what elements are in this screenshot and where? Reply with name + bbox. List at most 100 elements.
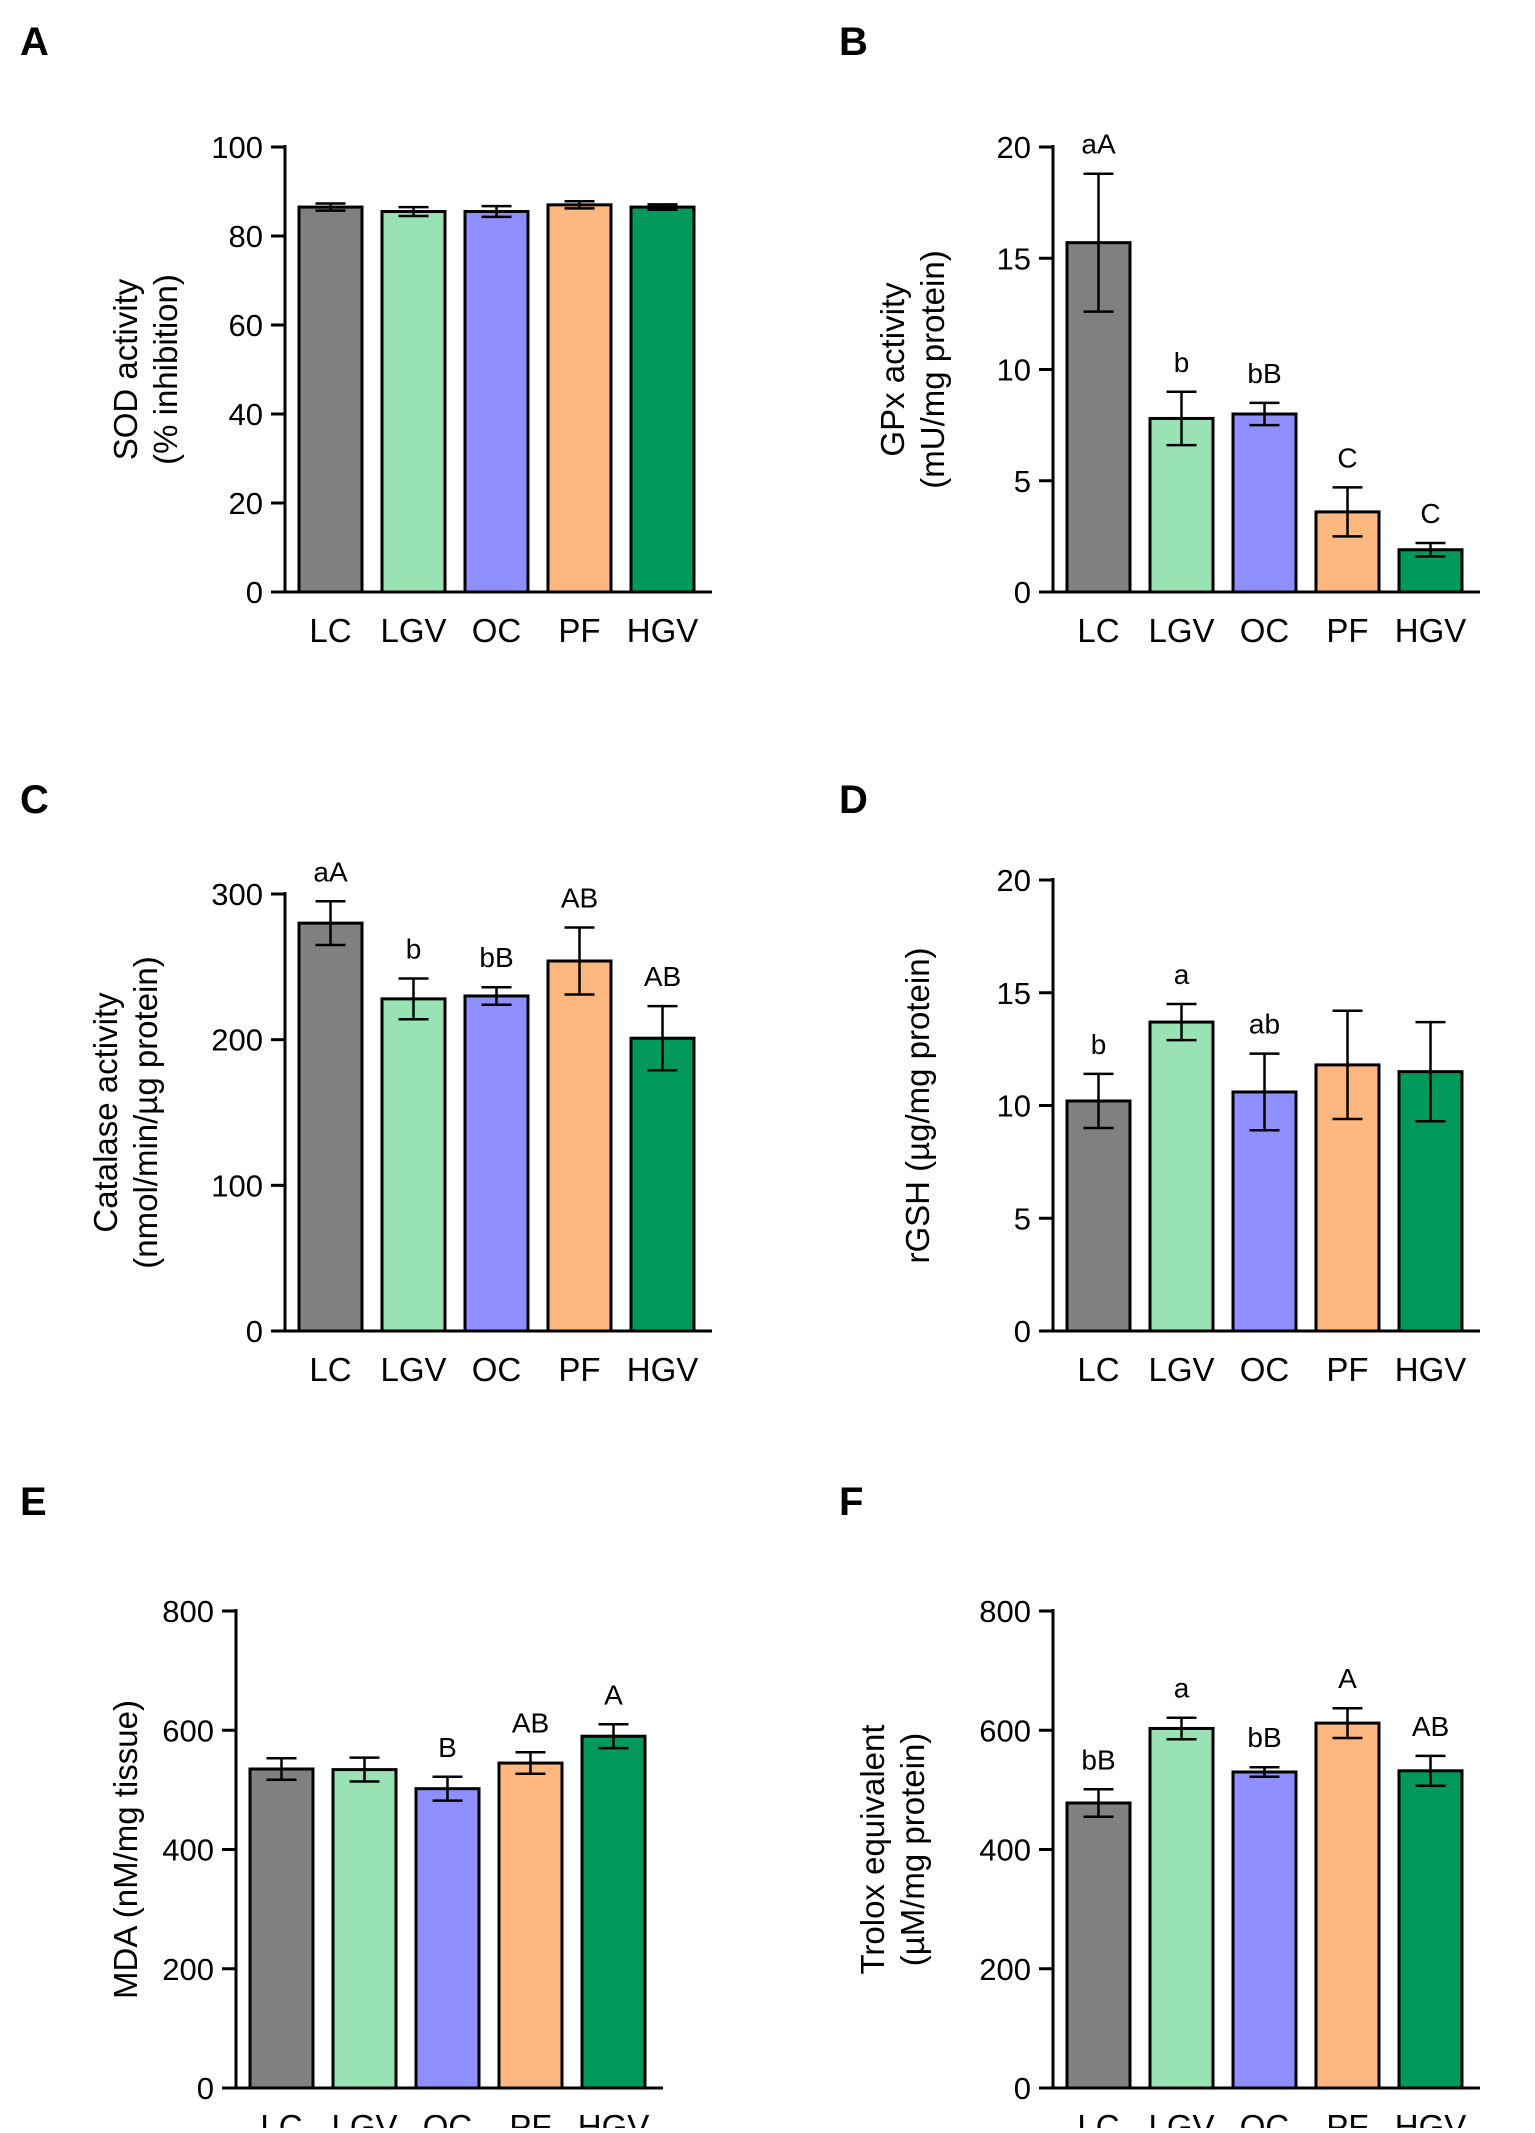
- panel-letter: F: [839, 1480, 864, 1524]
- bar-lgv: [380, 210, 447, 594]
- significance-label: bB: [1247, 358, 1281, 389]
- bar-lgv: [380, 997, 447, 1333]
- category-label: LGV: [1148, 612, 1214, 649]
- panel-letter: D: [839, 778, 868, 822]
- y-tick-label: 0: [1014, 2071, 1031, 2106]
- category-label: HGV: [627, 612, 699, 649]
- bar-lgv: [1148, 1726, 1215, 2090]
- category-label: OC: [472, 612, 522, 649]
- significance-label: AB: [644, 961, 681, 992]
- category-label: LC: [1077, 1351, 1119, 1388]
- significance-label: aA: [313, 856, 348, 887]
- y-tick-label: 5: [1014, 1201, 1031, 1236]
- y-tick-label: 20: [997, 863, 1031, 898]
- category-label: HGV: [627, 1351, 699, 1388]
- panel-letter: A: [20, 20, 49, 64]
- bar-pf: [546, 203, 613, 594]
- category-label: HGV: [1395, 2108, 1467, 2128]
- y-tick-label: 0: [1014, 1314, 1031, 1349]
- significance-label: a: [1174, 959, 1190, 990]
- y-tick-label: 100: [211, 130, 263, 165]
- panel-e: E LC LGV B OC AB PF A HGV 0 200 400 600 800 MDA (nM/m…: [0, 1418, 767, 2133]
- significance-label: bB: [479, 942, 513, 973]
- bar-hgv: [629, 1036, 696, 1333]
- y-axis-label: (nmol/min/µg protein): [127, 956, 164, 1268]
- y-tick-label: 0: [246, 1314, 263, 1349]
- bar-lc: [1065, 1801, 1132, 2090]
- y-axis-label: (% inhibition): [147, 274, 184, 465]
- y-tick-label: 80: [229, 219, 263, 254]
- significance-label: A: [1338, 1663, 1357, 1694]
- panel-b: B aA LC b LGV bB OC C PF C HGV 0 5 10 15 20 GPx activit…: [767, 0, 1535, 709]
- category-label: LC: [309, 612, 351, 649]
- y-tick-label: 5: [1014, 464, 1031, 499]
- bar-oc: [1231, 1770, 1298, 2090]
- bar-lgv: [1148, 416, 1215, 594]
- category-label: PF: [1326, 1351, 1368, 1388]
- panel-letter: B: [839, 20, 868, 64]
- y-axis-label: GPx activity: [874, 282, 911, 457]
- significance-label: ab: [1249, 1009, 1280, 1040]
- bar-lc: [248, 1767, 315, 2090]
- bar-lgv: [331, 1768, 398, 2090]
- category-label: LC: [1077, 612, 1119, 649]
- y-tick-label: 400: [979, 1833, 1031, 1868]
- bar-hgv: [1397, 1769, 1464, 2090]
- bar-lc: [297, 921, 364, 1333]
- bar-lgv: [1148, 1020, 1215, 1333]
- y-tick-label: 300: [211, 877, 263, 912]
- y-axis-label: (µM/mg protein): [894, 1733, 931, 1967]
- chart-gpx-activity: aA LC b LGV bB OC C PF C HGV 0 5 10 15 20 GPx activity(…: [874, 129, 1480, 649]
- category-label: PF: [558, 612, 600, 649]
- y-axis-label: SOD activity: [107, 278, 144, 460]
- category-label: PF: [558, 1351, 600, 1388]
- significance-label: aA: [1081, 129, 1116, 160]
- y-tick-label: 10: [997, 353, 1031, 388]
- y-tick-label: 200: [162, 1952, 214, 1987]
- category-label: LC: [1077, 2108, 1119, 2128]
- y-tick-label: 400: [162, 1833, 214, 1868]
- significance-label: AB: [1412, 1711, 1449, 1742]
- bar-pf: [1314, 1721, 1381, 2090]
- category-label: PF: [1326, 612, 1368, 649]
- category-label: OC: [472, 1351, 522, 1388]
- y-tick-label: 800: [162, 1594, 214, 1629]
- category-label: OC: [1240, 1351, 1290, 1388]
- bar-oc: [463, 994, 530, 1333]
- panel-a: A LC LGV OC PF HGV 0 20 40 60 80 100 SOD activity (%…: [0, 0, 767, 709]
- chart-catalase-activity: aA LC b LGV bB OC AB PF AB HGV 0 100 200 300 Catalase …: [87, 856, 712, 1388]
- significance-label: a: [1174, 1673, 1190, 1704]
- y-tick-label: 200: [211, 1023, 263, 1058]
- chart-trolox-equivalent: bB LC a LGV bB OC A PF AB HGV 0 200 400 600 800 Trolox …: [854, 1594, 1480, 2133]
- bar-hgv: [580, 1734, 647, 2090]
- y-tick-label: 0: [197, 2071, 214, 2106]
- bar-pf: [546, 959, 613, 1333]
- y-tick-label: 20: [997, 130, 1031, 165]
- y-tick-label: 0: [246, 575, 263, 610]
- category-label: LGV: [1148, 2108, 1214, 2128]
- bar-pf: [497, 1761, 564, 2090]
- y-tick-label: 15: [997, 241, 1031, 276]
- category-label: HGV: [578, 2108, 650, 2128]
- category-label: OC: [423, 2108, 473, 2128]
- significance-label: bB: [1081, 1744, 1115, 1775]
- panel-f: F bB LC a LGV bB OC A PF AB HGV 0 200 400 600 800 Trolo…: [767, 1418, 1535, 2133]
- category-label: HGV: [1395, 612, 1467, 649]
- significance-label: AB: [561, 883, 598, 914]
- category-label: PF: [1326, 2108, 1368, 2128]
- panel-letter: E: [20, 1480, 47, 1524]
- bar-oc: [414, 1787, 481, 2090]
- y-tick-label: 200: [979, 1952, 1031, 1987]
- panel-d: D b LC a LGV ab OC PF HGV 0 5 10 15 20 rGSH (µg/mg pr…: [767, 709, 1535, 1418]
- y-tick-label: 800: [979, 1594, 1031, 1629]
- y-tick-label: 0: [1014, 575, 1031, 610]
- significance-label: C: [1420, 498, 1440, 529]
- panel-c: C aA LC b LGV bB OC AB PF AB HGV 0 100 200 300 Catalas…: [0, 709, 767, 1418]
- significance-label: B: [438, 1732, 457, 1763]
- bar-oc: [463, 210, 530, 594]
- y-axis-label: rGSH (µg/mg protein): [899, 947, 936, 1263]
- significance-label: b: [1091, 1029, 1107, 1060]
- y-tick-label: 600: [979, 1713, 1031, 1748]
- bar-hgv: [629, 205, 696, 594]
